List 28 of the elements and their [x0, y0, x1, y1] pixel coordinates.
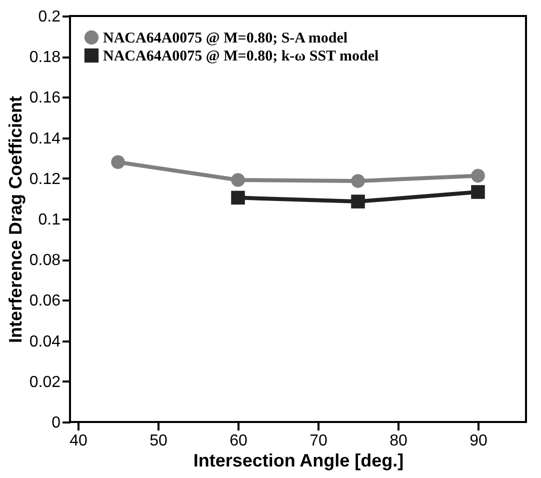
y-tick-label: 0.18	[29, 49, 61, 66]
x-tick-label: 90	[470, 432, 488, 450]
point	[231, 190, 245, 205]
point	[351, 194, 365, 208]
x-tick-label: 80	[390, 432, 408, 450]
point	[471, 168, 485, 183]
y-tick-label: 0	[52, 414, 61, 432]
x-tick-label: 70	[310, 432, 328, 450]
legend-label: NACA64A0075 @ M=0.80; k-ω SST model	[103, 48, 379, 64]
x-axis-title: Intersection Angle [deg.]	[193, 450, 404, 470]
y-tick-label: 0.04	[29, 333, 61, 350]
point	[111, 155, 125, 170]
y-tick-label: 0.1	[38, 212, 61, 228]
y-tick-label: 0.08	[29, 252, 61, 270]
y-tick-label: 0.12	[29, 170, 61, 188]
y-tick-label: 0.2	[38, 8, 61, 26]
y-tick-label: 0.06	[29, 292, 61, 310]
x-tick-label: 60	[230, 432, 248, 450]
x-tick-label: 40	[70, 432, 88, 450]
point	[471, 185, 485, 199]
point	[351, 174, 365, 188]
y-axis-title: Interference Drag Coefficient	[5, 96, 26, 344]
x-tick-label: 50	[150, 432, 168, 450]
point	[231, 173, 245, 187]
y-tick-label: 0.02	[29, 374, 61, 391]
legend-label: NACA64A0075 @ M=0.80; S-A model	[103, 30, 348, 46]
y-tick-label: 0.14	[29, 130, 61, 148]
y-tick-label: 0.16	[29, 90, 61, 107]
